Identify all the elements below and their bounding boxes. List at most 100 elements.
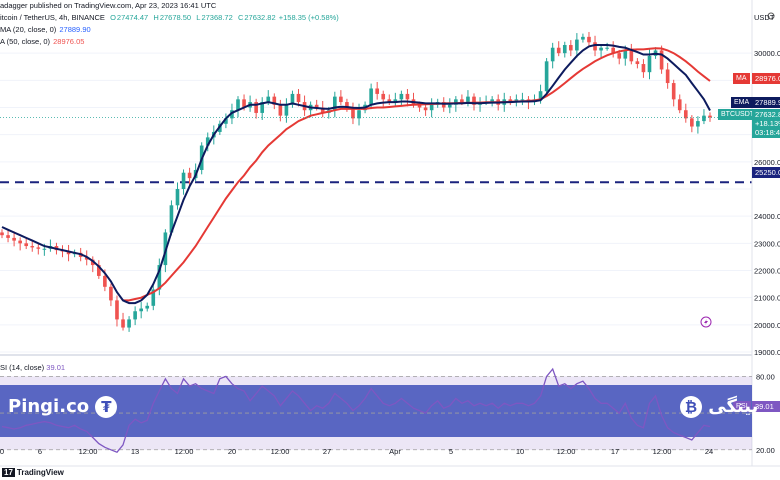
price-grid [0, 52, 752, 353]
candle-body [581, 36, 585, 40]
tradingview-logo: 17 TradingView [2, 468, 64, 477]
symbol-name: itcoin / TetherUS, 4h, BINANCE [0, 13, 105, 22]
candle-body [278, 104, 283, 116]
candle-body [339, 96, 343, 103]
time-tick-label: 13 [131, 447, 139, 456]
ema-price-label: 27889.90 [752, 97, 780, 108]
time-tick-label: 5 [449, 447, 453, 456]
high-value: 27678.50 [159, 13, 192, 22]
candle-body [381, 93, 386, 100]
candle-body [115, 300, 119, 320]
candle-body [133, 311, 137, 320]
candle-body [393, 99, 398, 103]
candle-body [24, 243, 29, 247]
tv-lightning-icon [700, 316, 712, 328]
candle-body [375, 88, 379, 94]
rsi-legend-value: 39.01 [46, 363, 66, 372]
candle-body [683, 110, 688, 119]
candle-body [587, 36, 591, 43]
candle-body [593, 42, 597, 51]
rsi-tick-label: 80.00 [756, 372, 775, 381]
candle-body [42, 248, 47, 250]
candle-body [139, 308, 143, 312]
candle-body [405, 93, 410, 100]
currency-label: USDT [754, 13, 775, 22]
candle-body [671, 83, 676, 100]
published-line: adagger published on TradingView.com, Ap… [0, 1, 217, 10]
candle-body [290, 93, 295, 105]
candle-body [320, 107, 325, 113]
candle-body [109, 286, 113, 301]
ma-legend: A (50, close, 0) 28976.05 [0, 37, 84, 46]
time-tick-label: 12:00 [653, 447, 672, 456]
candle-body [550, 47, 555, 62]
rsi-pane: 80.00 20.00 [0, 367, 775, 455]
candle-body [333, 96, 337, 111]
candle-body [538, 91, 543, 100]
candle-body [562, 45, 567, 54]
brand-right-text: پینگی [708, 396, 759, 417]
candle-body [665, 69, 670, 84]
candle-body [399, 93, 404, 100]
symbol-tag: BTCUSDT [718, 109, 758, 120]
rsi-legend-label: SI (14, close) [0, 363, 45, 372]
candle-body [659, 50, 664, 70]
ema-legend: MA (20, close, 0) 27889.90 [0, 25, 91, 34]
candle-body [266, 96, 271, 103]
time-tick-label: 12:00 [557, 447, 576, 456]
rsi-tag: RSI [733, 401, 751, 412]
candle-body [36, 247, 41, 249]
open-value: 27474.47 [116, 13, 149, 22]
candle-body [629, 50, 634, 62]
ma-legend-label: A (50, close, 0) [0, 37, 51, 46]
price-tick-label: 24000.00 [754, 212, 780, 221]
ma-price-label: 28976.05 [752, 73, 780, 84]
price-tick-label: 23000.00 [754, 239, 780, 248]
candle-body [187, 172, 192, 179]
rsi-line [1, 367, 711, 453]
last-price-label: 27632.82 [752, 109, 780, 120]
candle-body [66, 251, 71, 255]
bar-countdown-label: 03:18:48 [752, 127, 780, 138]
candle-body [454, 99, 458, 105]
candle-body [417, 104, 422, 108]
candle-body [623, 50, 628, 59]
candle-body [296, 93, 301, 103]
brand-left-text: Pingi.co [8, 396, 90, 417]
candle-body [635, 61, 640, 65]
candle-body [508, 99, 513, 103]
candle-body [260, 102, 265, 113]
candle-body [708, 115, 712, 118]
candle-body [18, 240, 22, 244]
time-tick-label: 12:00 [79, 447, 98, 456]
time-tick-label: 0 [0, 447, 4, 456]
candle-body [423, 107, 428, 111]
candle-body [466, 96, 470, 103]
ma-tag: MA [733, 73, 750, 84]
ema-tag: EMA [731, 97, 753, 108]
candle-body [472, 96, 476, 105]
price-tick-label: 20000.00 [754, 321, 780, 330]
candle-body [605, 47, 609, 49]
candle-body [205, 137, 210, 146]
candle-body [236, 99, 240, 111]
candle-body [103, 275, 107, 287]
price-tick-label: 22000.00 [754, 267, 780, 276]
rsi-tick-label: 20.00 [756, 446, 775, 455]
pane-divider [0, 354, 752, 356]
candle-body [254, 102, 258, 113]
candle-body [0, 232, 4, 236]
time-tick-label: 6 [38, 447, 42, 456]
support-price-label: 25250.00 [752, 167, 780, 178]
time-tick-label: 24 [705, 447, 713, 456]
candle-body [677, 99, 682, 111]
price-tick-label: 30000.00 [754, 49, 780, 58]
candle-body [490, 99, 494, 103]
candle-body [441, 102, 446, 108]
candle-body [690, 118, 694, 127]
candle-body [447, 104, 452, 108]
candle-body [242, 99, 246, 108]
candle-body [272, 96, 277, 105]
candle-body [641, 64, 646, 73]
time-tick-label: 20 [228, 447, 236, 456]
